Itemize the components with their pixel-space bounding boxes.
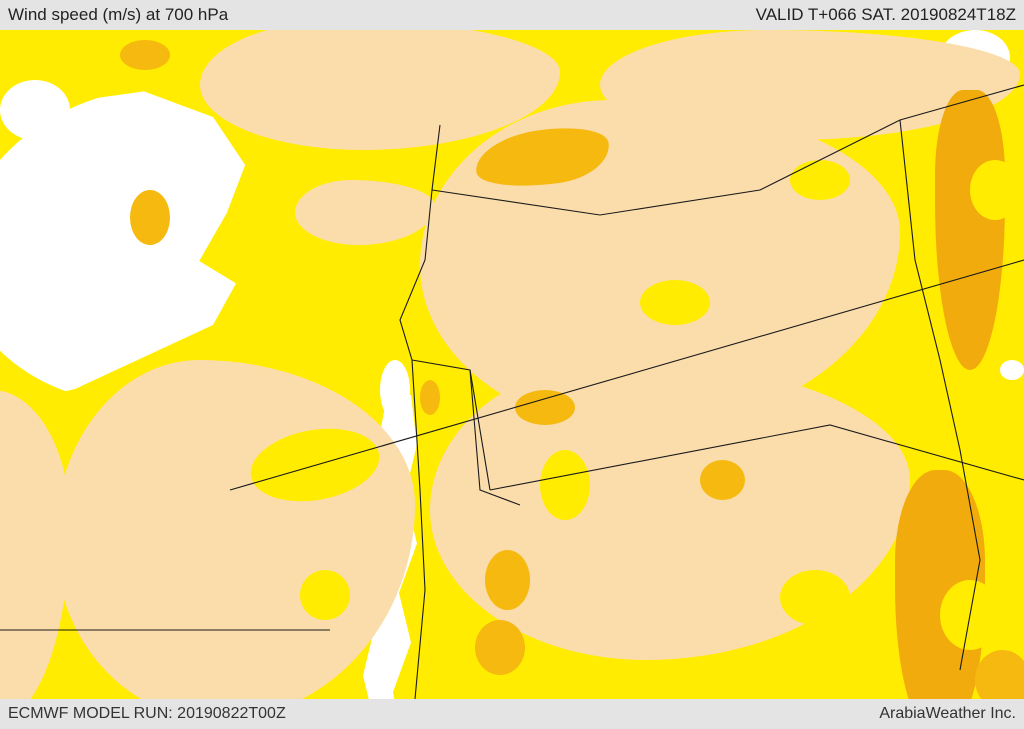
gulf-fragment-2 — [1000, 360, 1024, 380]
weather-map-app: Wind speed (m/s) at 700 hPa VALID T+066 … — [0, 0, 1024, 729]
orange-patch-sinai — [130, 190, 170, 245]
yellow-hole-1 — [640, 280, 710, 325]
tan-band-egypt — [55, 360, 415, 699]
credit-label: ArabiaWeather Inc. — [879, 705, 1016, 723]
valid-time-label: VALID T+066 SAT. 20190824T18Z — [756, 5, 1016, 25]
header-bar: Wind speed (m/s) at 700 hPa VALID T+066 … — [0, 0, 1024, 30]
yellow-hole-3 — [540, 450, 590, 520]
yellow-hole-8 — [940, 580, 1000, 650]
orange-patch-mid-east — [700, 460, 745, 500]
orange-patch-red-sea-east-1 — [485, 550, 530, 610]
orange-patch-red-sea-east-2 — [475, 620, 525, 675]
model-run-label: ECMWF MODEL RUN: 20190822T00Z — [8, 705, 286, 723]
orange-patch-jordan — [420, 380, 440, 415]
footer-bar: ECMWF MODEL RUN: 20190822T00Z ArabiaWeat… — [0, 699, 1024, 729]
orange-patch-turkey — [120, 40, 170, 70]
yellow-hole-4 — [790, 160, 850, 200]
orange-patch-gulf — [515, 390, 575, 425]
map-title: Wind speed (m/s) at 700 hPa — [8, 5, 228, 25]
yellow-hole-6 — [300, 570, 350, 620]
yellow-hole-5 — [780, 570, 850, 625]
map-canvas[interactable] — [0, 30, 1024, 699]
aegean-fragment-1 — [0, 80, 70, 140]
gulf-of-aqaba — [380, 360, 410, 420]
yellow-hole-7 — [970, 160, 1020, 220]
